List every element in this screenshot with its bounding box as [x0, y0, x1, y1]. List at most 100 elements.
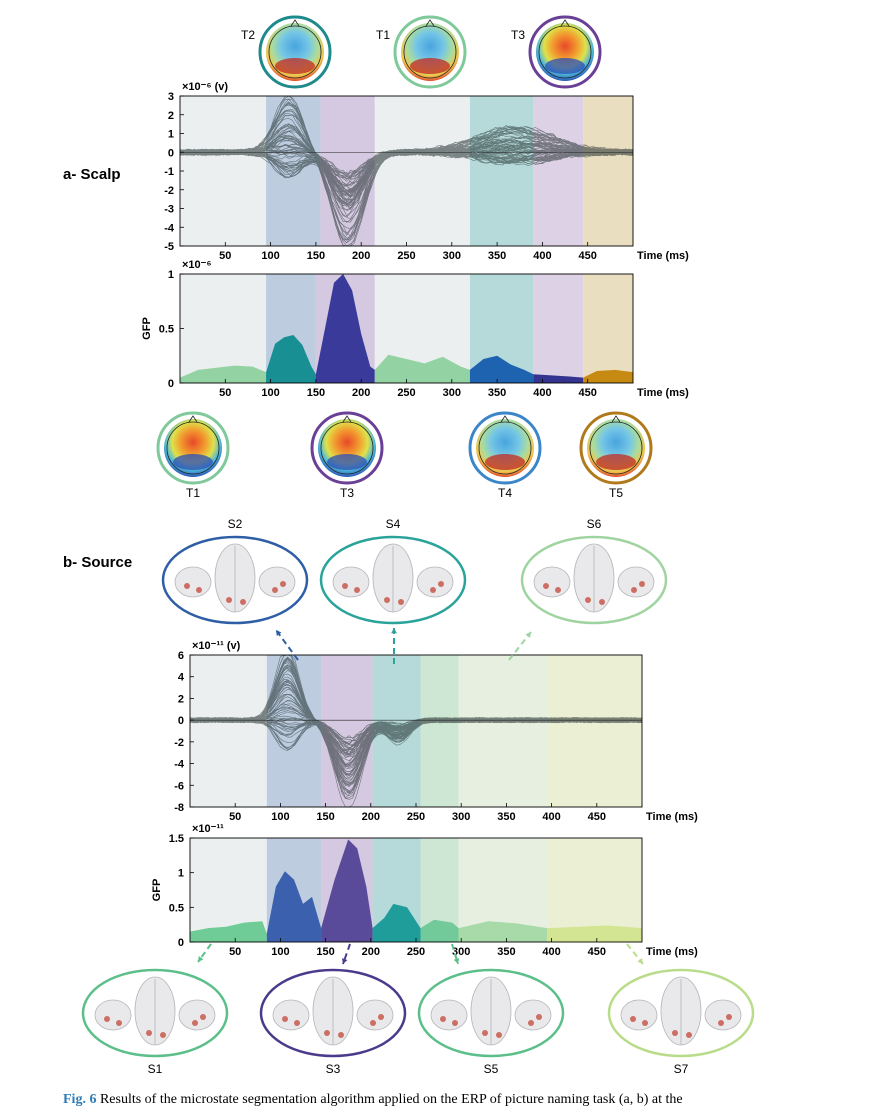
gfp-area-segment	[583, 369, 633, 383]
channel-trace	[189, 710, 643, 746]
segment-band	[533, 274, 584, 383]
y-tick-label: -5	[164, 241, 174, 253]
scalp-map-bottom: T3	[310, 411, 384, 500]
activation-spot	[282, 1016, 288, 1022]
channel-trace	[189, 654, 643, 808]
activation-spot	[378, 1014, 384, 1020]
activation-spot	[631, 587, 637, 593]
activation-spot	[240, 599, 246, 605]
unit-label: ×10⁻⁶ (v)	[182, 81, 228, 93]
source-erp-chart: 50 100 150 200 250 300 350 400 450 Time (ms) 6 4 2 0 -…	[174, 640, 698, 823]
gfp-area-segment	[180, 365, 267, 383]
y-tick-label: 4	[178, 672, 185, 684]
brain-view	[178, 999, 216, 1031]
head-outline	[589, 421, 643, 475]
segment-band	[469, 96, 534, 246]
activation-spot	[384, 597, 390, 603]
x-tick-label: 250	[397, 387, 415, 399]
scalp-blob	[545, 58, 585, 74]
head-outline	[478, 421, 532, 475]
segment-band	[583, 96, 633, 246]
x-tick-label: 150	[316, 811, 334, 823]
figure-caption: Fig. 6 Results of the microstate segment…	[63, 1092, 683, 1108]
activation-spot	[196, 587, 202, 593]
brain-view	[416, 566, 454, 598]
activation-spot	[160, 1032, 166, 1038]
gfp-area-segment	[190, 921, 267, 942]
scalp-blob	[596, 454, 636, 470]
activation-spot	[496, 1032, 502, 1038]
x-tick-label: 150	[307, 250, 325, 262]
head-outline	[166, 421, 220, 475]
activation-spot	[630, 1016, 636, 1022]
activation-spot	[398, 599, 404, 605]
x-tick-label: 50	[219, 250, 231, 262]
y-axis-label: GFP	[151, 879, 163, 902]
brain-view	[430, 999, 468, 1031]
unit-label: ×10⁻¹¹ (v)	[192, 640, 241, 652]
segment-band	[374, 96, 470, 246]
gfp-area-segment	[315, 274, 375, 383]
scalp-label: T1	[376, 28, 390, 42]
activation-spot	[272, 587, 278, 593]
x-tick-label: 200	[362, 811, 380, 823]
activation-spot	[585, 597, 591, 603]
segment-band	[547, 655, 642, 807]
x-tick-label: 400	[542, 946, 560, 958]
scalp-blob	[410, 58, 450, 74]
channel-trace	[179, 148, 634, 177]
scalp-map-bottom: T4	[468, 411, 542, 500]
gfp-area-segment	[533, 374, 584, 383]
y-tick-label: 0	[168, 378, 174, 390]
channel-traces	[189, 654, 643, 808]
scalp-label: T1	[186, 486, 200, 500]
y-tick-label: -1	[164, 166, 174, 178]
scalp-map-bottom: T5	[579, 411, 653, 500]
nose-outline	[188, 415, 198, 423]
y-tick-label: -6	[174, 780, 184, 792]
activation-spot	[528, 1020, 534, 1026]
x-tick-label: 200	[352, 387, 370, 399]
channel-trace	[189, 717, 643, 762]
activation-spot	[452, 1020, 458, 1026]
y-tick-label: 0	[178, 937, 184, 949]
x-tick-label: 150	[307, 387, 325, 399]
activation-spot	[280, 581, 286, 587]
scalp-label: T2	[241, 28, 255, 42]
x-tick-label: 450	[579, 250, 597, 262]
source-label: S4	[386, 517, 401, 531]
scalp-erp-chart: 50 100 150 200 250 300 350 400 450 Time (ms) 3 2 1 0 -…	[164, 81, 689, 262]
activation-spot	[718, 1020, 724, 1026]
channel-trace	[179, 144, 634, 185]
brain-view	[258, 566, 296, 598]
scalp-blob	[275, 58, 315, 74]
activation-spot	[200, 1014, 206, 1020]
y-tick-label: -8	[174, 802, 184, 814]
arrow-s4-head	[391, 628, 397, 634]
activation-spot	[555, 587, 561, 593]
source-label: S5	[484, 1062, 499, 1076]
y-tick-label: 1	[168, 129, 174, 141]
activation-spot	[146, 1030, 152, 1036]
x-tick-label: 100	[261, 387, 279, 399]
x-tick-label: 200	[362, 946, 380, 958]
nose-outline	[425, 19, 435, 27]
activation-spot	[116, 1020, 122, 1026]
nose-outline	[560, 19, 570, 27]
scalp-blob	[485, 454, 525, 470]
channel-trace	[179, 110, 634, 236]
y-tick-label: 2	[178, 693, 184, 705]
nose-outline	[500, 415, 510, 423]
y-tick-label: 0	[168, 147, 174, 159]
x-tick-label: 100	[271, 946, 289, 958]
gfp-area-segment	[266, 871, 322, 942]
y-tick-label: 2	[168, 110, 174, 122]
channel-trace	[179, 127, 634, 205]
segment-band	[533, 96, 584, 246]
scalp-map-top: T1	[376, 15, 467, 89]
x-tick-label: 150	[316, 946, 334, 958]
x-tick-label: 250	[397, 250, 415, 262]
head-outline	[403, 25, 457, 79]
x-axis-label: Time (ms)	[646, 811, 698, 823]
